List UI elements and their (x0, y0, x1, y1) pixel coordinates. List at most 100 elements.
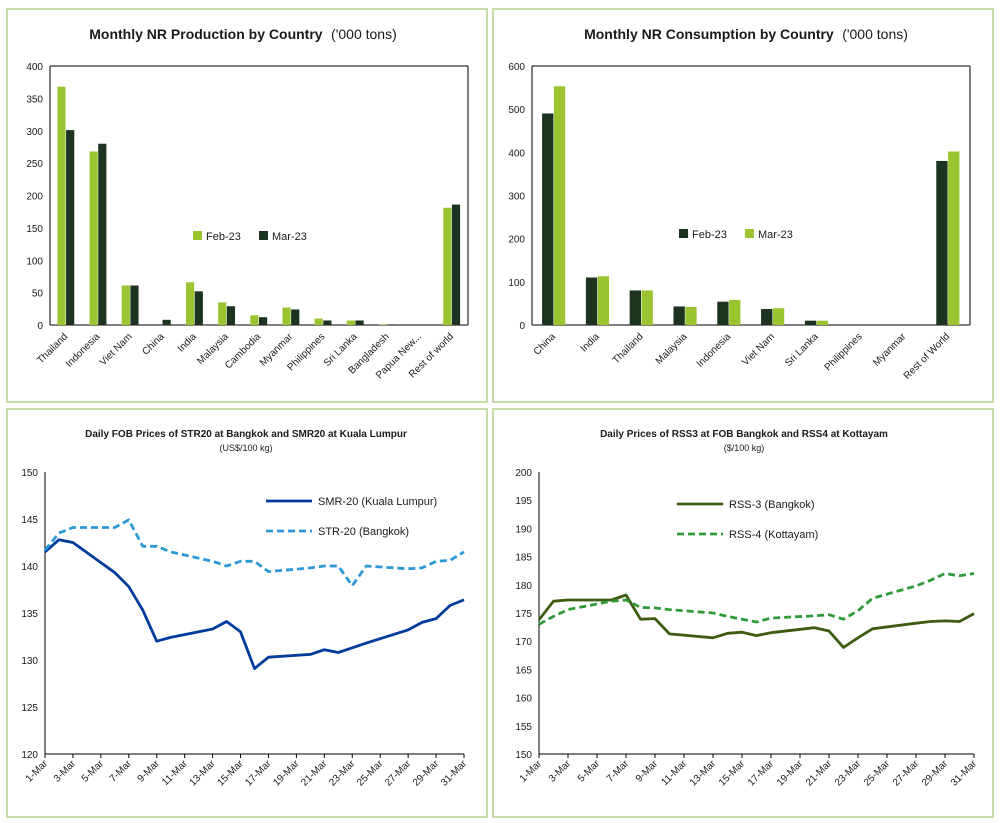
consumption-chart: Monthly NR Consumption by Country ('000 … (508, 26, 971, 382)
series-line (43, 518, 465, 588)
x-tick-label: 29-Mar (920, 758, 951, 789)
str-smr-chart-panel: Daily FOB Prices of STR20 at Bangkok and… (6, 408, 488, 818)
x-tick-label: 3-Mar (547, 758, 574, 785)
y-tick-label: 350 (26, 94, 43, 105)
bar (729, 299, 741, 325)
bar (186, 282, 195, 325)
y-tick-label: 600 (508, 62, 525, 73)
series-line (537, 593, 975, 649)
y-tick-label: 185 (515, 553, 532, 564)
y-tick-label: 200 (26, 192, 43, 203)
y-tick-label: 135 (21, 609, 38, 620)
legend-label: RSS-4 (Kottayam) (729, 529, 818, 541)
x-tick-label: Sri Lanka (783, 331, 821, 369)
y-tick-label: 160 (515, 694, 532, 705)
bar (282, 307, 291, 325)
x-tick-label: 5-Mar (80, 758, 107, 785)
bar (553, 86, 566, 325)
x-tick-label: 21-Mar (804, 758, 835, 789)
bar (542, 113, 554, 325)
y-tick-label: 300 (508, 192, 525, 203)
x-tick-label: 11-Mar (659, 758, 689, 788)
x-tick-label: 23-Mar (327, 758, 358, 789)
y-tick-label: 500 (508, 105, 525, 116)
bar (346, 320, 355, 325)
legend-swatch (745, 229, 754, 238)
bar (130, 285, 139, 325)
legend-label: STR-20 (Bangkok) (318, 526, 409, 538)
x-tick-label: 1-Mar (24, 758, 51, 785)
x-tick-label: India (176, 331, 199, 354)
legend-label: RSS-3 (Bangkok) (729, 499, 815, 511)
x-tick-label: 29-Mar (411, 758, 442, 789)
y-tick-label: 200 (508, 235, 525, 246)
x-tick-label: 11-Mar (160, 758, 190, 788)
legend-swatch (193, 231, 202, 240)
series-line (538, 572, 975, 626)
bar (355, 320, 364, 325)
x-tick-label: 25-Mar (355, 758, 386, 789)
bar (443, 207, 452, 325)
x-tick-label: 3-Mar (52, 758, 79, 785)
x-tick-label: Rest of World (902, 331, 952, 381)
bar (387, 324, 396, 325)
y-tick-label: 150 (21, 468, 38, 479)
x-tick-label: 7-Mar (605, 758, 632, 785)
x-tick-label: Viet Nam (740, 331, 777, 368)
bar (194, 291, 203, 325)
y-tick-label: 50 (32, 289, 44, 300)
x-tick-label: 25-Mar (862, 758, 893, 789)
x-tick-label: 7-Mar (108, 758, 135, 785)
y-tick-label: 190 (515, 524, 532, 535)
x-tick-label: 19-Mar (271, 758, 302, 789)
y-tick-label: 250 (26, 159, 43, 170)
x-tick-label: 31-Mar (439, 758, 470, 789)
bar (57, 86, 66, 325)
x-tick-label: 1-Mar (518, 758, 545, 785)
bar (629, 290, 641, 325)
x-tick-label: India (579, 331, 602, 354)
bar (585, 277, 598, 325)
legend-label: SMR-20 (Kuala Lumpur) (318, 496, 437, 508)
y-tick-label: 100 (508, 278, 525, 289)
chart-title: Daily Prices of RSS3 at FOB Bangkok and … (600, 429, 888, 440)
x-tick-label: 15-Mar (215, 758, 246, 789)
y-tick-label: 170 (515, 637, 532, 648)
x-tick-label: Viet Nam (98, 331, 135, 368)
bar (685, 306, 697, 325)
y-tick-label: 145 (21, 515, 38, 526)
bar (804, 320, 817, 325)
bar (218, 302, 227, 325)
consumption-chart-panel: Monthly NR Consumption by Country ('000 … (492, 8, 994, 403)
bar (121, 285, 130, 325)
y-tick-label: 400 (508, 148, 525, 159)
bar (291, 309, 300, 325)
rss-chart-panel: Daily Prices of RSS3 at FOB Bangkok and … (492, 408, 994, 818)
bar (162, 319, 171, 325)
x-tick-label: 15-Mar (717, 758, 748, 789)
y-tick-label: 175 (515, 609, 532, 620)
bar (314, 318, 323, 325)
bar (259, 317, 268, 325)
legend-label: Feb-23 (692, 229, 727, 241)
x-tick-label: Philippines (823, 331, 865, 373)
y-tick-label: 100 (26, 256, 43, 267)
y-tick-label: 300 (26, 127, 43, 138)
bar (717, 301, 729, 325)
y-tick-label: 165 (515, 665, 532, 676)
x-tick-label: 17-Mar (243, 758, 274, 789)
y-tick-label: 150 (26, 224, 43, 235)
bar (641, 290, 653, 325)
bar (250, 315, 259, 325)
x-tick-label: Cambodia (223, 331, 263, 371)
y-tick-label: 0 (519, 321, 525, 332)
bar (89, 151, 98, 325)
bar (948, 151, 960, 325)
y-tick-label: 120 (21, 750, 38, 761)
x-tick-label: 21-Mar (299, 758, 330, 789)
x-tick-label: 9-Mar (136, 758, 163, 785)
y-tick-label: 0 (37, 321, 43, 332)
x-tick-label: 9-Mar (634, 758, 661, 785)
x-tick-label: 31-Mar (949, 758, 980, 789)
bar (226, 306, 236, 325)
